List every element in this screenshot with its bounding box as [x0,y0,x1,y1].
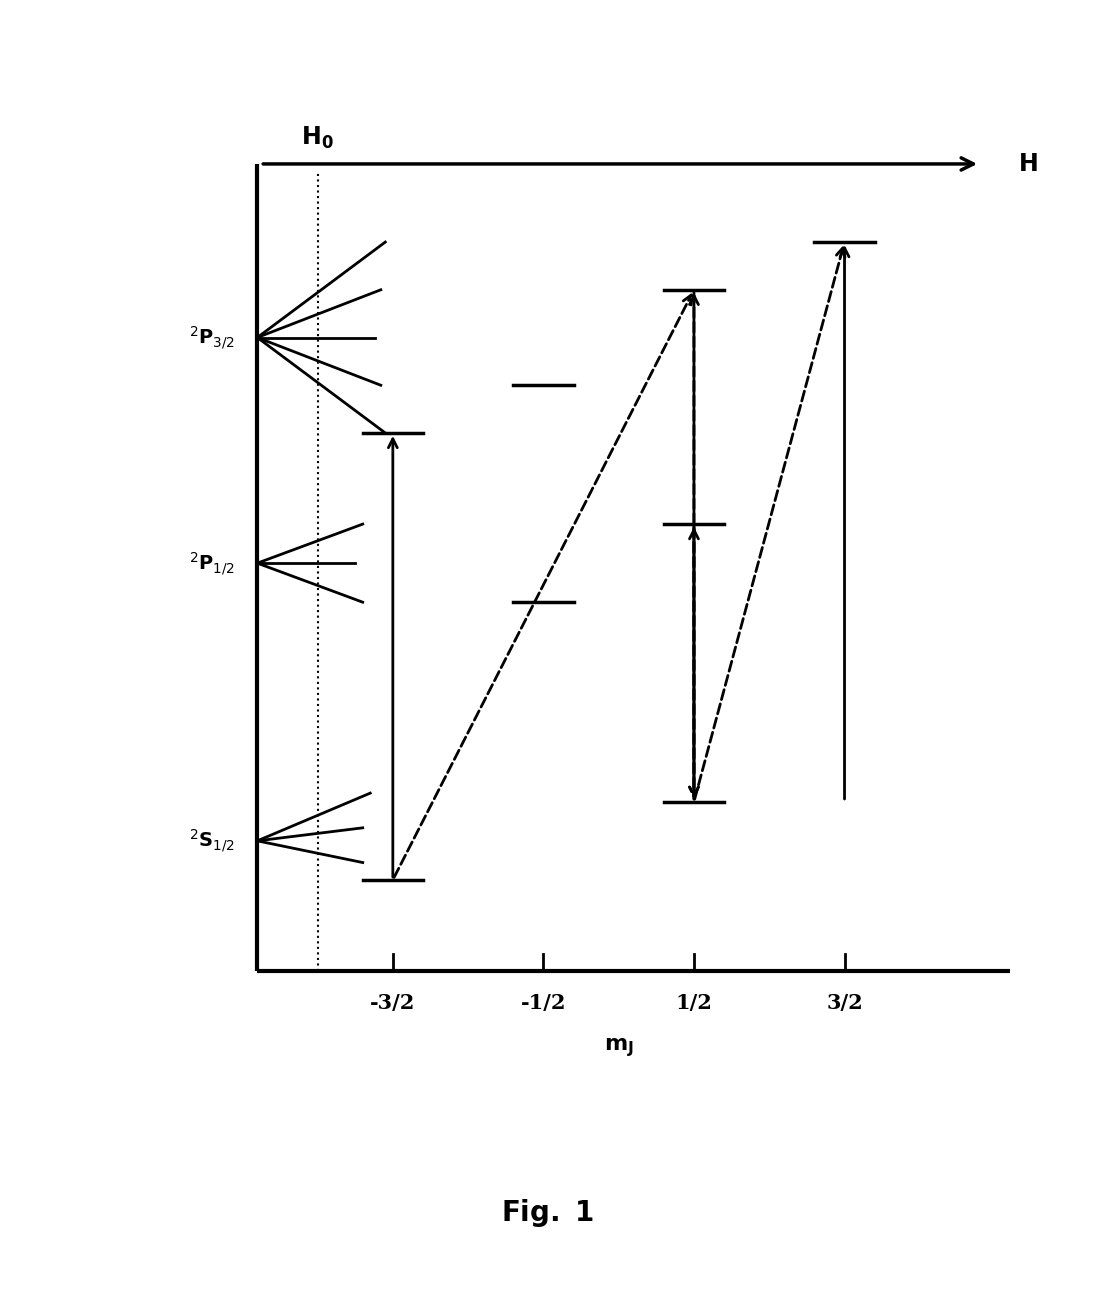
FancyArrowPatch shape [694,248,845,799]
FancyArrowPatch shape [690,293,699,796]
FancyArrowPatch shape [394,295,691,877]
Text: -1/2: -1/2 [520,993,566,1013]
Text: $\bf{Fig.\ 1}$: $\bf{Fig.\ 1}$ [502,1197,593,1228]
Text: $\mathbf{H}$: $\mathbf{H}$ [1017,152,1037,175]
Text: 1/2: 1/2 [676,993,713,1013]
Text: $\mathbf{H_0}$: $\mathbf{H_0}$ [301,125,334,151]
Text: $\mathbf{m_J}$: $\mathbf{m_J}$ [603,1036,634,1059]
Text: $^2\mathbf{S}_{1/2}$: $^2\mathbf{S}_{1/2}$ [189,827,234,854]
Text: $^2\mathbf{P}_{3/2}$: $^2\mathbf{P}_{3/2}$ [188,324,234,351]
FancyArrowPatch shape [690,526,699,796]
Text: -3/2: -3/2 [370,993,415,1013]
Text: $^2\mathbf{P}_{1/2}$: $^2\mathbf{P}_{1/2}$ [188,550,234,577]
Text: 3/2: 3/2 [826,993,863,1013]
